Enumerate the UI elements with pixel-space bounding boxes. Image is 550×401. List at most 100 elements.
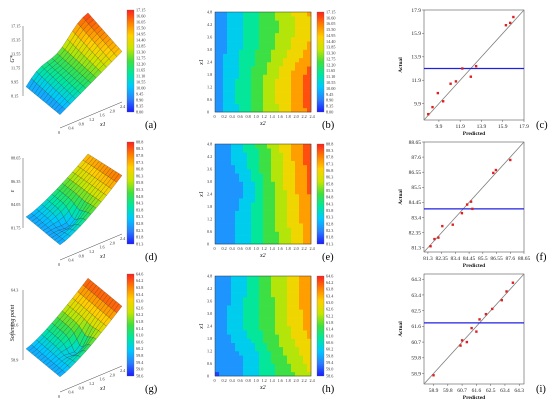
contour-cell — [263, 91, 268, 96]
contour-cell — [223, 305, 228, 310]
contour-cell — [239, 95, 244, 100]
x-tick-label: 88.65 — [518, 256, 531, 262]
contour-cell — [299, 152, 304, 157]
data-point — [492, 171, 495, 175]
contour-cell — [247, 276, 252, 281]
contour-cell — [279, 210, 284, 216]
contour-cell — [255, 82, 260, 88]
contour-cell — [299, 363, 304, 368]
contour-cell — [291, 160, 296, 166]
contour-cell — [223, 24, 228, 29]
contour-cell — [243, 152, 248, 157]
contour-cell — [251, 91, 256, 96]
contour-cell — [215, 20, 220, 25]
contour-cell — [219, 202, 224, 207]
contour-cell — [291, 296, 296, 302]
contour-cell — [299, 173, 304, 178]
contour-cell — [295, 292, 300, 298]
contour-cell — [303, 181, 308, 186]
contour-cell — [295, 74, 300, 79]
contour-cell — [247, 107, 252, 113]
contour-cell — [299, 317, 304, 323]
contour-cell — [215, 227, 220, 232]
contour-cell — [231, 305, 236, 310]
contour-cell — [283, 185, 288, 191]
contour-cell — [255, 49, 260, 54]
contour-cell — [279, 317, 284, 323]
contour-cell — [239, 144, 244, 149]
contour-cell — [235, 62, 240, 67]
contour-cell — [267, 41, 272, 46]
contour-cell — [283, 239, 288, 245]
contour-cell — [279, 346, 284, 352]
contour-cell — [263, 305, 268, 310]
contour-cell — [307, 32, 312, 38]
contour-cell — [307, 20, 312, 25]
contour-cell — [239, 202, 244, 207]
colorbar-tick-label: 87.3 — [326, 161, 333, 166]
contour-cell — [303, 41, 308, 46]
contour-cell — [283, 148, 288, 153]
colorbar-tick-label: 86.8 — [326, 168, 333, 173]
contour-cell — [275, 87, 280, 92]
contour-cell — [259, 346, 264, 352]
y-tick-label: 0 — [207, 374, 209, 379]
contour-cell — [271, 210, 276, 216]
y-tick-label: 0 — [207, 242, 209, 247]
contour-cell — [247, 239, 252, 245]
contour-cell — [307, 194, 312, 199]
contour-cell — [279, 57, 284, 63]
contour-cell — [267, 49, 272, 54]
contour-cell — [219, 351, 224, 356]
contour-cell — [255, 363, 260, 368]
contour-cell — [243, 231, 248, 236]
contour-cell — [231, 91, 236, 96]
x-tick-label: 0.6 — [238, 114, 243, 119]
contour-cell — [239, 355, 244, 360]
x-tick-label: 0 — [58, 130, 60, 135]
contour-cell — [223, 99, 228, 104]
contour-cell — [251, 371, 256, 377]
contour-cell — [247, 156, 252, 161]
contour-cell — [307, 160, 312, 166]
contour-cell — [287, 181, 292, 186]
colorbar-tick-label: 61.0 — [326, 333, 333, 338]
contour-cell — [299, 296, 304, 302]
contour-cell — [283, 103, 288, 109]
contour-cell — [215, 239, 220, 245]
y-tick-label: 82.35 — [409, 230, 422, 236]
contour-cell — [251, 355, 256, 360]
contour-cell — [251, 99, 256, 104]
contour-cell — [255, 12, 260, 17]
colorbar-tick-label: 12.75 — [136, 55, 145, 60]
contour-cell — [231, 24, 236, 29]
contour-cell — [251, 231, 256, 236]
contour-cell — [251, 177, 256, 182]
contour-cell — [239, 20, 244, 25]
contour-cell — [279, 103, 284, 109]
contour-cell — [247, 326, 252, 331]
contour-cell — [291, 91, 296, 96]
contour-cell — [243, 103, 248, 109]
contour-cell — [227, 202, 232, 207]
contour-cell — [243, 346, 248, 352]
contour-cell — [295, 173, 300, 178]
contour-cell — [219, 12, 224, 17]
contour-cell — [215, 12, 220, 17]
contour-cell — [287, 321, 292, 327]
contour-cell — [231, 177, 236, 182]
contour-cell — [259, 95, 264, 100]
contour-cell — [255, 371, 260, 377]
contour-cell — [291, 32, 296, 38]
x-tick-label: 0.2 — [222, 378, 227, 383]
contour-cell — [295, 91, 300, 96]
contour-cell — [259, 70, 264, 75]
contour-cell — [271, 82, 276, 88]
contour-cell — [223, 223, 228, 228]
contour-cell — [231, 326, 236, 331]
contour-cell — [275, 24, 280, 29]
contour-cell — [255, 223, 260, 228]
contour-cell — [247, 74, 252, 79]
contour-cell — [275, 148, 280, 153]
contour-cell — [255, 351, 260, 356]
